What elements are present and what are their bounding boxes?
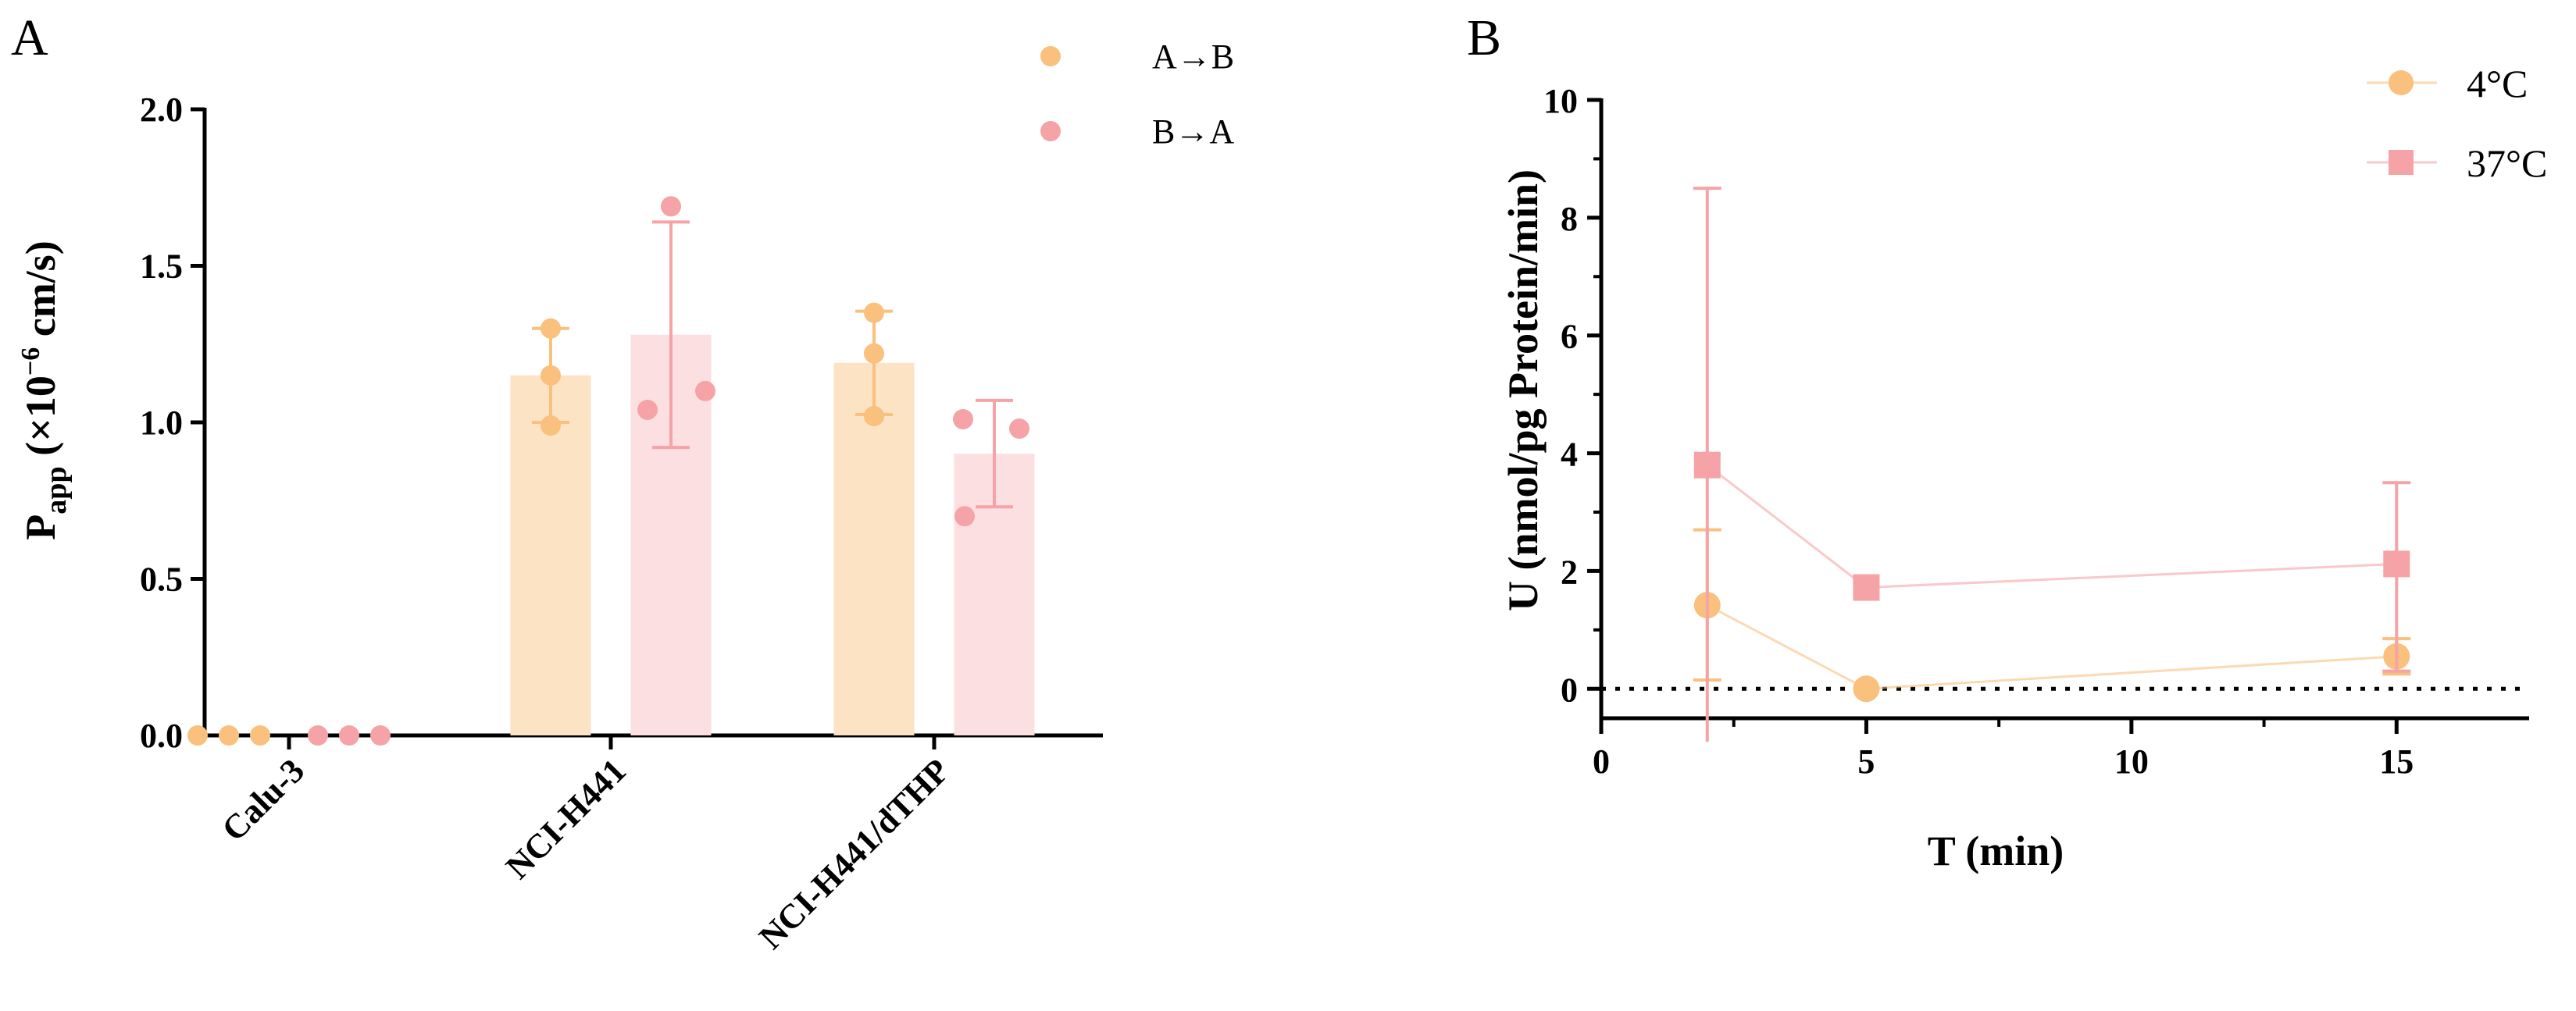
x-tick-label: NCI-H441 (498, 751, 633, 886)
data-point (1009, 418, 1029, 440)
series-line (1707, 603, 2397, 690)
panel-b-marks (1601, 187, 2529, 742)
y-tick-label: 6 (1561, 318, 1578, 356)
data-point (1853, 574, 1880, 601)
x-tick-label: NCI-H441/dTHP (751, 751, 957, 956)
x-tick-label: 15 (2379, 742, 2414, 781)
data-point (2383, 550, 2410, 578)
data-point (661, 196, 681, 217)
data-point (1853, 675, 1880, 703)
data-point (308, 725, 328, 746)
data-point (541, 365, 561, 386)
panel-a-label: A (11, 9, 48, 66)
data-point (250, 725, 270, 746)
data-point (864, 302, 884, 323)
panel-b-chart: 0 2 4 6 8 10 0 5 10 15 T (min) U (nmol/pg Protei… (1500, 62, 2547, 874)
y-tick-label: 0 (1561, 671, 1578, 709)
data-point (541, 318, 561, 339)
data-point (864, 405, 884, 426)
data-point (370, 725, 391, 746)
panel-b-x-axis: 0 5 10 15 (1593, 716, 2529, 781)
legend-marker (1040, 121, 1061, 141)
panel-b-y-axis: 0 2 4 6 8 10 (1543, 82, 1604, 720)
data-point (637, 399, 658, 420)
panel-a-y-axis-title: Papp (×10−6 cm/s) (16, 240, 73, 539)
x-tick-label: 5 (1857, 742, 1875, 781)
panel-b-label: B (1467, 9, 1501, 66)
panel-a-chart: 0.0 0.5 1.0 1.5 2.0 Calu-3 NCI-H441 NCI-H441/d… (16, 37, 1234, 956)
panel-b-legend: 4°C 37°C (2367, 62, 2547, 185)
data-point (1693, 451, 1721, 479)
legend-marker (2389, 150, 2414, 175)
legend-label: 4°C (2467, 62, 2528, 105)
data-point (864, 343, 884, 364)
y-tick-label: 1.0 (140, 404, 183, 442)
y-tick-label: 1.5 (140, 247, 183, 286)
y-tick-label: 10 (1543, 82, 1578, 120)
x-tick-label: 0 (1593, 742, 1610, 781)
legend-marker (1040, 46, 1061, 66)
panel-a-y-axis: 0.0 0.5 1.0 1.5 2.0 (140, 91, 207, 755)
data-point (541, 415, 561, 436)
legend-label: B→A (1152, 112, 1234, 151)
data-point (187, 725, 208, 746)
panel-a-marks (187, 196, 1035, 746)
panel-b-y-axis-title: U (nmol/pg Protein/min) (1500, 169, 1547, 611)
y-tick-label: 2.0 (140, 91, 183, 129)
data-point (339, 725, 359, 746)
series-line (1706, 464, 2397, 589)
legend-label: A→B (1152, 37, 1234, 76)
data-point (953, 408, 973, 429)
x-tick-label: Calu-3 (215, 751, 312, 849)
data-point (695, 380, 715, 401)
y-tick-label: 0.0 (140, 717, 183, 755)
panel-a-x-axis: Calu-3 NCI-H441 NCI-H441/dTHP (205, 733, 1103, 956)
legend-label: 37°C (2467, 141, 2547, 185)
legend-marker (2389, 70, 2414, 95)
data-point (219, 725, 239, 746)
y-tick-label: 8 (1561, 200, 1578, 238)
x-tick-label: 10 (2114, 742, 2149, 781)
y-tick-label: 2 (1561, 553, 1578, 591)
y-tick-label: 0.5 (140, 561, 183, 599)
y-tick-label: 4 (1561, 436, 1578, 474)
panel-a-legend: A→B B→A (1040, 37, 1234, 151)
data-point (954, 506, 975, 527)
panel-b-x-axis-title: T (min) (1928, 828, 2064, 874)
